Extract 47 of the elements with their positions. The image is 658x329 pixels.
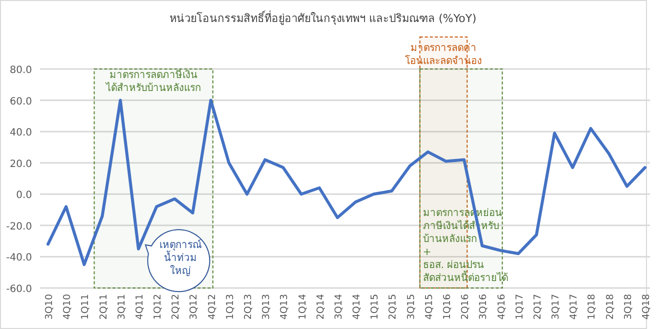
y-tick-label: 60.0 [10, 96, 32, 108]
x-tick-label: 3Q17 [550, 294, 562, 320]
band-label: มาตรการลดค่า โอนและลดจำนอง [405, 43, 482, 67]
x-tick-label: 4Q10 [62, 294, 74, 320]
x-tick-label: 2Q12 [170, 294, 182, 320]
x-tick-label: 2Q16 [460, 294, 472, 320]
y-tick-label: -60.0 [6, 284, 32, 295]
line-series [46, 98, 646, 266]
x-tick-label: 4Q13 [279, 294, 290, 320]
x-tick-label: 3Q12 [188, 294, 200, 320]
x-tick-label: 3Q14 [333, 294, 344, 320]
band-label: มาตรการลดภาษีเงิน ได้สำหรับบ้านหลังแรก [105, 69, 202, 94]
x-tick-label: 2Q13 [243, 294, 254, 320]
annotation: เหตุการณ์ น้ำท่วม ใหญ่ [159, 238, 202, 277]
x-tick-label: 3Q10 [44, 294, 55, 320]
x-tick-label: 1Q13 [224, 294, 236, 320]
x-tick-label: 3Q18 [622, 294, 634, 320]
y-tick-label: 80.0 [10, 65, 32, 76]
x-tick-label: 2Q14 [315, 294, 326, 320]
x-tick-label: 1Q18 [586, 294, 598, 320]
chart-title: หน่วยโอนกรรมสิทธิ์ที่อยู่อาศัยในกรุงเทพฯ และปริมณฑล (%YoY) [170, 10, 476, 25]
y-tick-label: -40.0 [6, 252, 32, 264]
x-tick-label: 3Q13 [261, 294, 272, 320]
x-tick-label: 2Q11 [98, 294, 110, 320]
x-tick-label: 2Q15 [388, 294, 399, 320]
x-tick-label: 4Q17 [568, 294, 580, 320]
x-tick-label: 1Q11 [80, 294, 92, 320]
x-tick-label: 4Q11 [134, 294, 146, 320]
x-tick-label: 2Q17 [532, 294, 544, 320]
x-tick-label: 1Q12 [152, 294, 164, 320]
y-tick-label: 40.0 [10, 128, 32, 139]
y-tick-label: -20.0 [6, 221, 32, 232]
x-tick-label: 4Q18 [641, 294, 652, 320]
x-tick-label: 1Q16 [442, 294, 453, 320]
x-tick-label: 4Q16 [496, 294, 508, 320]
x-tick-label: 3Q15 [406, 294, 417, 320]
x-tick-label: 3Q11 [116, 294, 128, 320]
x-tick-label: 1Q14 [297, 294, 308, 320]
y-tick-label: 20.0 [10, 158, 32, 170]
x-tick-label: 1Q17 [514, 294, 526, 320]
x-tick-label: 1Q15 [370, 294, 381, 320]
x-tick-label: 4Q14 [352, 294, 363, 320]
x-tick-label: 2Q18 [604, 294, 616, 320]
x-tick-label: 3Q16 [478, 294, 490, 320]
x-tick-label: 4Q12 [206, 294, 218, 320]
y-tick-label: 0.0 [16, 190, 32, 202]
x-tick-label: 4Q15 [424, 294, 435, 320]
